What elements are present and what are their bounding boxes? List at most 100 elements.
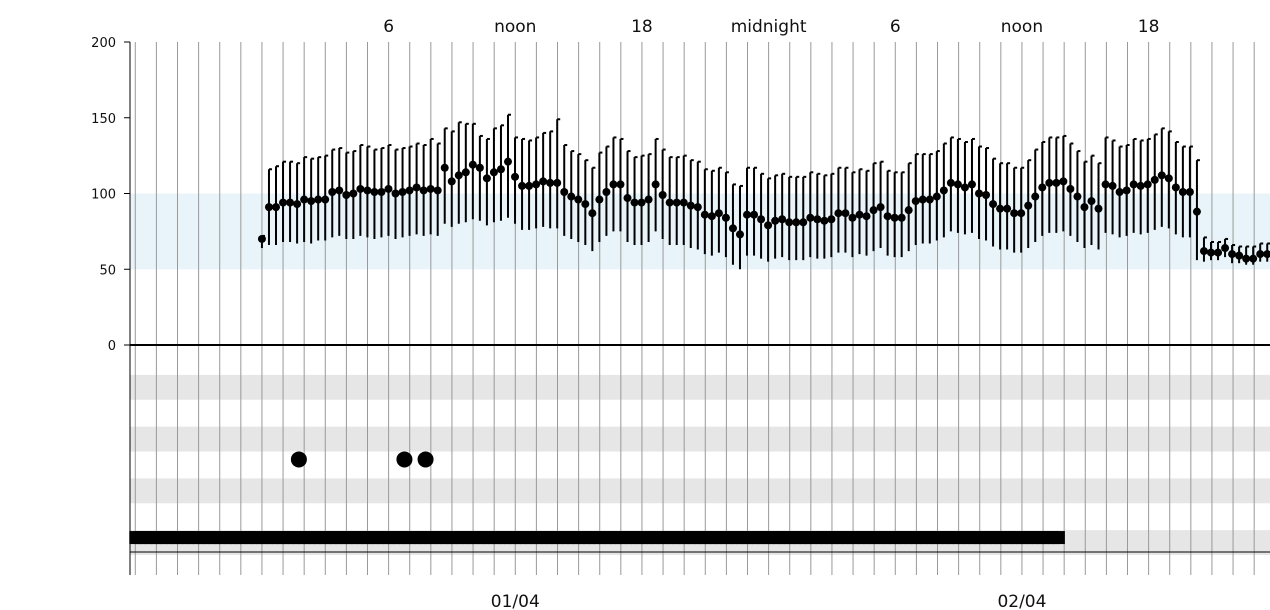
data-point [932,192,941,201]
data-point [1249,254,1258,263]
data-point [1150,175,1159,184]
data-point [925,195,934,204]
data-point [1235,251,1244,260]
data-point [539,177,548,186]
data-point [806,213,815,222]
data-point [778,215,787,224]
data-point [834,209,843,218]
top-tick-label: midnight [731,17,807,37]
y-axis: 0 50 100 150 200 [91,36,130,354]
data-point [1066,184,1075,193]
data-point [1073,192,1082,201]
data-point [335,186,344,195]
data-point [321,195,330,204]
data-point [750,210,759,219]
data-point [735,230,744,239]
data-point [1059,177,1068,186]
event-block [1052,531,1065,545]
data-point [1157,171,1166,180]
data-point [967,180,976,189]
data-point [553,178,562,187]
data-point [904,206,913,215]
data-point [1031,192,1040,201]
data-point [1136,181,1145,190]
data-point [342,191,351,200]
data-point [1045,178,1054,187]
data-point [602,187,611,196]
data-point [1242,254,1251,263]
data-point [1143,180,1152,189]
data-point [644,195,653,204]
data-point [679,198,688,207]
data-point [595,195,604,204]
data-point [412,183,421,192]
data-point [1256,250,1265,259]
data-point [1192,207,1201,216]
data-point [384,184,393,193]
data-point [1080,203,1089,212]
data-point [960,183,969,192]
data-point [560,187,569,196]
data-point [405,186,414,195]
data-point [953,180,962,189]
row-stripe [130,426,1270,452]
data-point [1171,183,1180,192]
data-point [911,197,920,206]
data-points [257,157,1270,263]
data-point [272,203,281,212]
data-point [468,160,477,169]
data-point [862,212,871,221]
y-tick-label: 0 [108,339,116,354]
data-point [356,184,365,193]
bottom-tick-label: 01/04 [491,592,540,610]
data-point [503,157,512,166]
data-point [764,221,773,230]
row-stripe [130,374,1270,400]
data-point [651,180,660,189]
y-tick-label: 200 [91,36,116,51]
data-point [1178,187,1187,196]
event-marker [290,451,307,468]
data-point [286,198,295,207]
data-point [440,163,449,172]
y-tick-label: 150 [91,112,116,127]
data-point [363,186,372,195]
top-tick-label: noon [494,17,536,37]
data-point [1164,174,1173,183]
data-point [398,187,407,196]
data-point [890,213,899,222]
data-point [482,174,491,183]
data-point [377,187,386,196]
data-point [264,203,273,212]
data-point [475,163,484,172]
data-point [665,198,674,207]
y-tick-label: 50 [99,263,116,278]
top-tick-label: 6 [383,17,394,37]
data-point [1024,201,1033,210]
data-point [616,180,625,189]
data-point [637,198,646,207]
data-point [869,206,878,215]
data-point [532,180,541,189]
hour-gridlines [134,42,1255,575]
top-time-axis: 6 noon 18 midnight 6 noon 18 [383,17,1159,37]
row-stripe [130,478,1270,504]
data-point [426,184,435,193]
data-point [785,218,794,227]
data-point [1221,244,1230,253]
data-point [989,200,998,209]
event-markers [129,451,1065,545]
data-point [918,195,927,204]
data-point [525,181,534,190]
data-point [771,216,780,225]
data-point [567,192,576,201]
data-point [314,195,323,204]
data-point [1115,187,1124,196]
data-point [391,189,400,198]
data-point [419,186,428,195]
data-point [461,168,470,177]
data-point [799,218,808,227]
data-point [1108,181,1117,190]
data-point [996,204,1005,213]
